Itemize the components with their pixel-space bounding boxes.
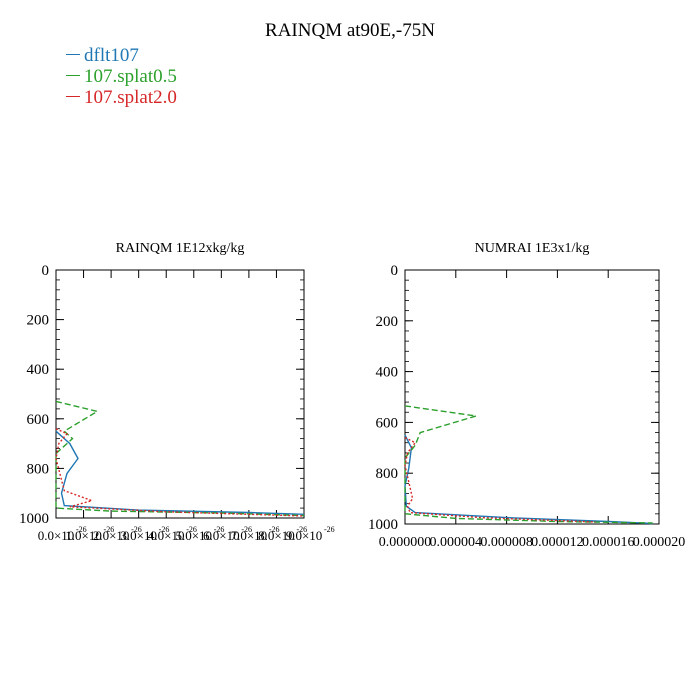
x-tick-exponent: -26: [76, 525, 87, 534]
y-tick-label: 200: [27, 313, 50, 329]
series-line-107-splat0-5: [55, 400, 305, 517]
x-tick-exponent: -26: [324, 525, 335, 534]
x-tick-label: 0.000000: [379, 535, 432, 550]
y-tick-label: 800: [27, 461, 50, 477]
legend: dflt107 107.splat0.5 107.splat2.0: [66, 45, 177, 108]
legend-item-splat2-0: 107.splat2.0: [66, 87, 177, 108]
panel-title: NUMRAI 1E3x1/kg: [475, 241, 590, 256]
series-line-107-splat0-5: [404, 405, 653, 524]
x-tick-label: 3.0×10: [120, 528, 157, 543]
legend-label: 107.splat0.5: [84, 66, 177, 87]
y-tick-label: 600: [376, 415, 399, 431]
x-tick-exponent: -26: [131, 525, 142, 534]
legend-label: 107.splat2.0: [84, 87, 177, 108]
x-tick-label: 0.0×10: [38, 528, 75, 543]
y-tick-label: 1000: [368, 517, 398, 533]
x-tick-label: 9.0×10: [286, 528, 323, 543]
legend-item-dflt107: dflt107: [66, 45, 177, 66]
legend-swatch: [66, 96, 80, 98]
x-tick-label: 4.0×10: [148, 528, 185, 543]
series-line-dflt107: [404, 434, 653, 525]
series-line-107-splat2-0: [404, 436, 596, 523]
y-tick-label: 0: [42, 263, 50, 279]
panel-title: RAINQM 1E12xkg/kg: [116, 241, 245, 256]
legend-label: dflt107: [84, 45, 139, 66]
plot-frame: [404, 269, 660, 525]
legend-item-splat0-5: 107.splat0.5: [66, 66, 177, 87]
plot-frame: [55, 269, 305, 519]
x-tick-label: 7.0×10: [231, 528, 268, 543]
x-tick-label: 0.000008: [480, 535, 533, 550]
x-tick-exponent: -26: [159, 525, 170, 534]
x-tick-exponent: -26: [296, 525, 307, 534]
x-tick-label: 0.000016: [582, 535, 635, 550]
y-tick-label: 1000: [19, 511, 49, 527]
x-tick-exponent: -26: [269, 525, 280, 534]
y-tick-label: 400: [27, 362, 50, 378]
x-tick-label: 0.000004: [430, 535, 483, 550]
y-tick-label: 0: [391, 263, 399, 279]
x-tick-label: 8.0×10: [258, 528, 295, 543]
x-tick-exponent: -26: [186, 525, 197, 534]
legend-swatch: [66, 54, 80, 56]
x-tick-label: 0.000012: [531, 535, 584, 550]
y-tick-label: 200: [376, 314, 399, 330]
y-tick-label: 800: [376, 466, 399, 482]
series-line-107-splat2-0: [55, 428, 305, 517]
x-tick-label: 5.0×10: [175, 528, 212, 543]
legend-swatch: [66, 75, 80, 77]
x-tick-exponent: -26: [104, 525, 115, 534]
y-tick-label: 400: [376, 365, 399, 381]
y-tick-label: 600: [27, 412, 50, 428]
x-tick-label: 0.000020: [633, 535, 686, 550]
x-tick-label: 6.0×10: [203, 528, 240, 543]
x-tick-label: 2.0×10: [93, 528, 130, 543]
x-tick-exponent: -26: [241, 525, 252, 534]
x-tick-exponent: -26: [214, 525, 225, 534]
figure-title: RAINQM at90E,-75N: [265, 20, 435, 41]
x-tick-label: 1.0×10: [65, 528, 102, 543]
series-line-dflt107: [55, 430, 305, 515]
